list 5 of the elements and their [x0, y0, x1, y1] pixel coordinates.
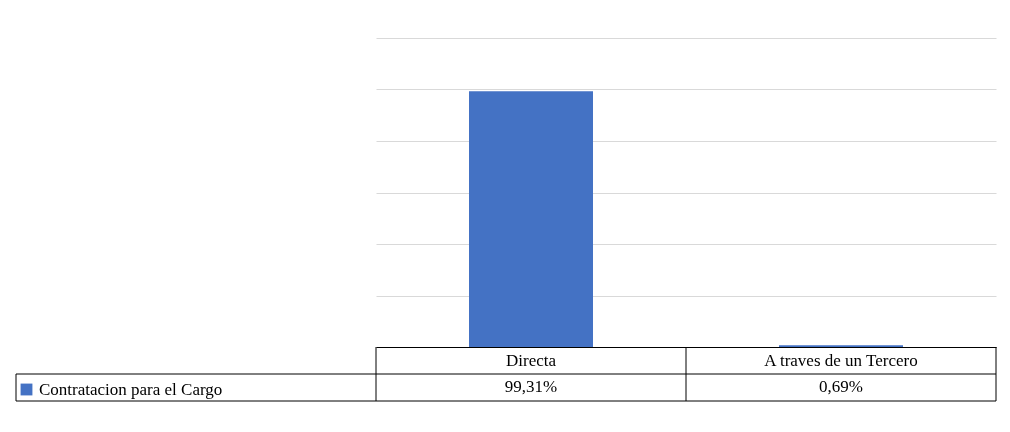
- x-tick-label: A traves de un Tercero: [764, 350, 918, 370]
- x-tick-label: Directa: [505, 350, 557, 370]
- legend-label: Contratacion para el Cargo: [39, 379, 223, 399]
- data-label: 99,31%: [504, 377, 558, 396]
- data-label: 0,69%: [819, 377, 863, 396]
